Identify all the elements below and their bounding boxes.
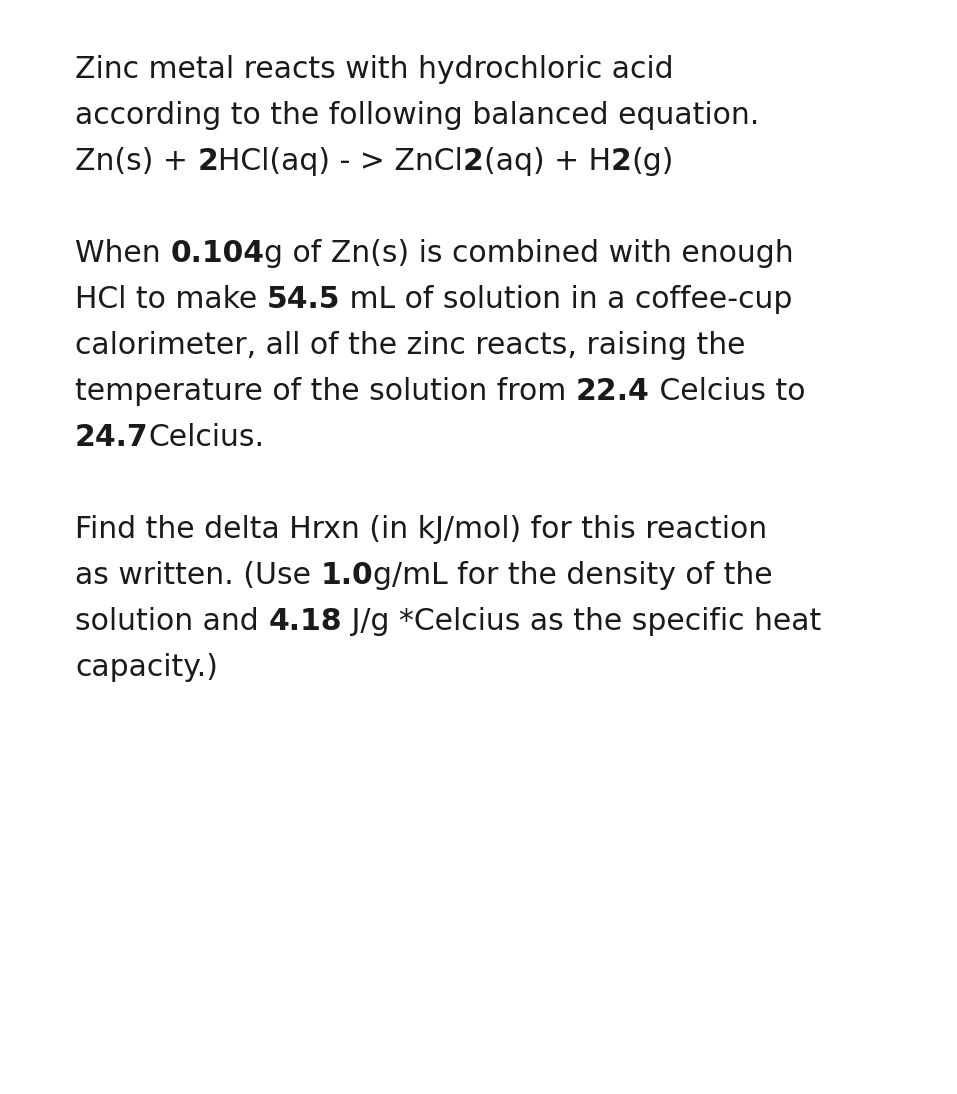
Text: solution and: solution and: [75, 607, 268, 636]
Text: 22.4: 22.4: [576, 377, 650, 406]
Text: g of Zn(s) is combined with enough: g of Zn(s) is combined with enough: [264, 238, 793, 268]
Text: 54.5: 54.5: [267, 286, 341, 314]
Text: 24.7: 24.7: [75, 423, 148, 452]
Text: as written. (Use: as written. (Use: [75, 561, 321, 590]
Text: capacity.): capacity.): [75, 653, 218, 682]
Text: Celcius to: Celcius to: [650, 377, 805, 406]
Text: Find the delta Hrxn (in kJ/mol) for this reaction: Find the delta Hrxn (in kJ/mol) for this…: [75, 515, 768, 544]
Text: mL of solution in a coffee‑cup: mL of solution in a coffee‑cup: [341, 286, 792, 314]
Text: Celcius.: Celcius.: [148, 423, 265, 452]
Text: (g): (g): [632, 147, 674, 176]
Text: Zn(s) +: Zn(s) +: [75, 147, 197, 176]
Text: When: When: [75, 238, 170, 268]
Text: calorimeter, all of the zinc reacts, raising the: calorimeter, all of the zinc reacts, rai…: [75, 331, 746, 360]
Text: J/g *Celcius as the specific heat: J/g *Celcius as the specific heat: [342, 607, 821, 636]
Text: 2: 2: [611, 147, 632, 176]
Text: according to the following balanced equation.: according to the following balanced equa…: [75, 101, 759, 130]
Text: 4.18: 4.18: [268, 607, 342, 636]
Text: HCl to make: HCl to make: [75, 286, 267, 314]
Text: 2: 2: [197, 147, 218, 176]
Text: Zinc metal reacts with hydrochloric acid: Zinc metal reacts with hydrochloric acid: [75, 55, 674, 84]
Text: 1.0: 1.0: [321, 561, 373, 590]
Text: 2: 2: [463, 147, 484, 176]
Text: temperature of the solution from: temperature of the solution from: [75, 377, 576, 406]
Text: (aq) + H: (aq) + H: [484, 147, 611, 176]
Text: g/mL for the density of the: g/mL for the density of the: [373, 561, 772, 590]
Text: 0.104: 0.104: [170, 238, 264, 268]
Text: HCl(aq) - > ZnCl: HCl(aq) - > ZnCl: [218, 147, 463, 176]
